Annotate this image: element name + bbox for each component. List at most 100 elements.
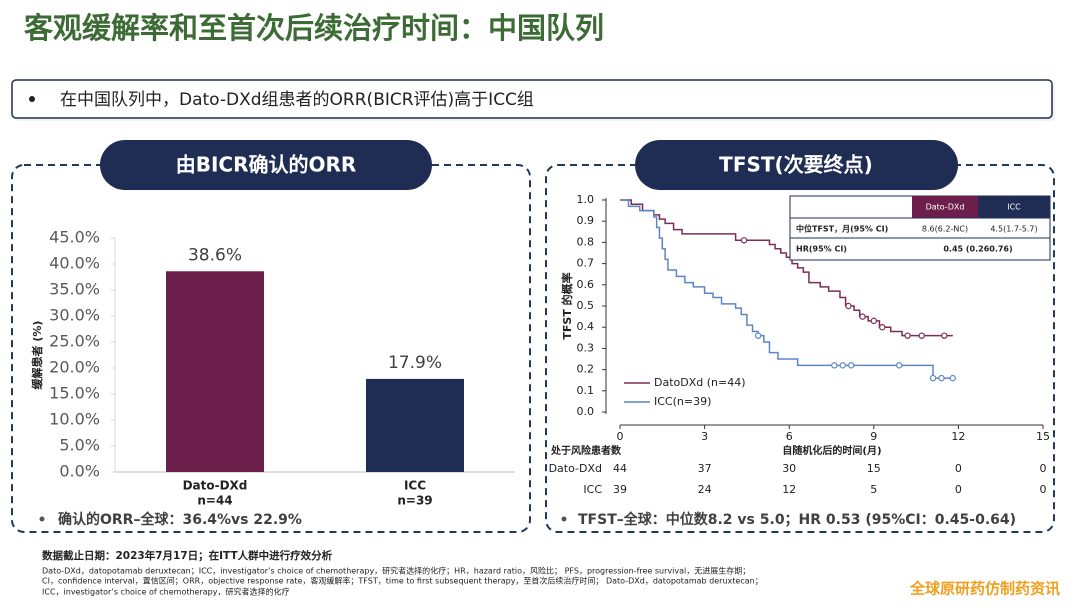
y-tick-label: 30.0% [49,306,100,325]
censor-mark [941,332,948,339]
risk-row-label: ICC [583,483,602,496]
x-tick-label: Dato-DXd [183,479,248,493]
x-axis-label: 自随机化后的时间(月) [782,444,881,457]
y-tick-label: 1.0 [577,193,595,206]
censor-mark [929,374,937,382]
risk-count: 30 [782,462,796,475]
y-axis-label: TFST 的概率 [560,272,574,339]
y-tick-label: 15.0% [49,384,100,403]
header-pill [635,140,958,190]
callout-box [11,79,1053,119]
risk-count: 5 [870,483,877,496]
risk-count: 0 [1040,462,1047,475]
y-tick-label: 0.1 [577,384,595,397]
table-cell: 8.6(6.2-NC) [922,225,968,234]
y-tick-label: 0.0 [577,405,595,418]
censor-mark [848,362,855,369]
bullet [561,516,567,522]
survival-curve [620,199,953,379]
footnote-line: CI，confidence interval，置信区间；ORR，objectiv… [42,576,763,586]
footnote-cutoff: 数据截止日期：2023年7月17日；在ITT人群中进行疗效分析 [41,549,333,562]
censor-mark [839,362,846,369]
y-tick-label: 0.2 [577,363,595,376]
x-tick-label: ICC [404,479,426,493]
risk-count: 24 [698,483,712,496]
censor-mark [831,362,838,369]
y-tick-label: 0.8 [577,235,595,248]
risk-count: 15 [867,462,881,475]
note: 确认的ORR–全球：36.4%vs 22.9% [58,511,302,528]
censor-mark [879,324,886,331]
x-tick-label: 0 [617,430,624,443]
x-tick-label: 15 [1036,430,1050,443]
risk-count: 0 [955,462,962,475]
risk-row-label: Dato-DXd [549,462,602,475]
censor-mark [895,362,903,369]
x-tick-label: 12 [951,430,965,443]
slide-title: 客观缓解率和至首次后续治疗时间：中国队列 [24,11,604,45]
footnote-line: ICC，investigator’s choice of chemotherap… [42,587,289,597]
bullet [29,96,35,102]
x-tick-label: 9 [870,430,877,443]
panel-title: TFST(次要终点) [719,153,873,177]
censor-mark [859,313,866,320]
legend-label: ICC(n=39) [654,395,711,408]
y-axis-label: 缓解患者 (%) [30,321,44,390]
y-tick-label: 25.0% [49,332,100,351]
risk-table-title: 处于风险患者数 [550,444,622,457]
y-tick-label: 0.6 [577,278,595,291]
bar [166,271,264,472]
y-tick-label: 45.0% [49,228,100,247]
table-cell: 4.5(1.7-5.7) [990,225,1037,234]
x-tick-label: 3 [701,430,708,443]
x-tick-label: 6 [786,430,793,443]
bar [366,378,464,472]
bullet [39,516,45,522]
y-tick-label: 0.3 [577,341,595,354]
table-header: Dato-DXd [926,203,965,212]
callout-text: 在中国队列中，Dato-DXd组患者的ORR(BICR评估)高于ICC组 [60,90,534,110]
y-tick-label: 0.9 [577,214,595,227]
censor-mark [740,237,748,244]
risk-count: 12 [782,483,796,496]
censor-mark [949,374,956,382]
table-row-label: 中位TFST，月(95% CI) [796,224,888,234]
table-header-cell [978,196,1050,218]
censor-mark [938,374,945,382]
value-label: 17.9% [388,353,442,373]
censor-mark [845,302,852,310]
risk-count: 39 [613,483,627,496]
y-tick-label: 35.0% [49,280,100,299]
sample-size: n=39 [397,494,432,508]
table-header-cell [912,196,978,218]
footnote-line: Dato-DXd，datopotamab deruxtecan；ICC，inve… [42,566,750,576]
y-tick-label: 0.7 [577,257,595,270]
y-tick-label: 0.0% [59,462,100,481]
censor-mark [918,332,925,339]
risk-count: 37 [698,462,712,475]
table-cell: 0.45 (0.260.76) [943,245,1012,254]
sample-size: n=44 [197,494,232,508]
watermark: 全球原研药仿制药资讯 [909,580,1060,598]
y-tick-label: 20.0% [49,358,100,377]
legend-label: DatoDXd (n=44) [654,376,746,389]
value-label: 38.6% [188,245,242,265]
y-tick-label: 10.0% [49,410,100,429]
table-header: ICC [1007,203,1021,212]
risk-count: 0 [1040,483,1047,496]
censor-mark [904,332,911,339]
y-tick-label: 0.4 [577,320,595,333]
y-tick-label: 40.0% [49,254,100,273]
risk-count: 0 [955,483,962,496]
censor-mark [870,317,878,325]
table-row-label: HR(95% CI) [796,245,847,254]
note: TFST–全球：中位数8.2 vs 5.0；HR 0.53 (95%CI：0.4… [578,511,1016,528]
censor-mark [754,332,762,339]
y-tick-label: 0.5 [577,299,595,312]
panel-title: 由BICR确认的ORR [176,153,357,177]
y-tick-label: 5.0% [59,436,100,455]
header-pill [100,140,432,190]
risk-count: 44 [613,462,627,475]
